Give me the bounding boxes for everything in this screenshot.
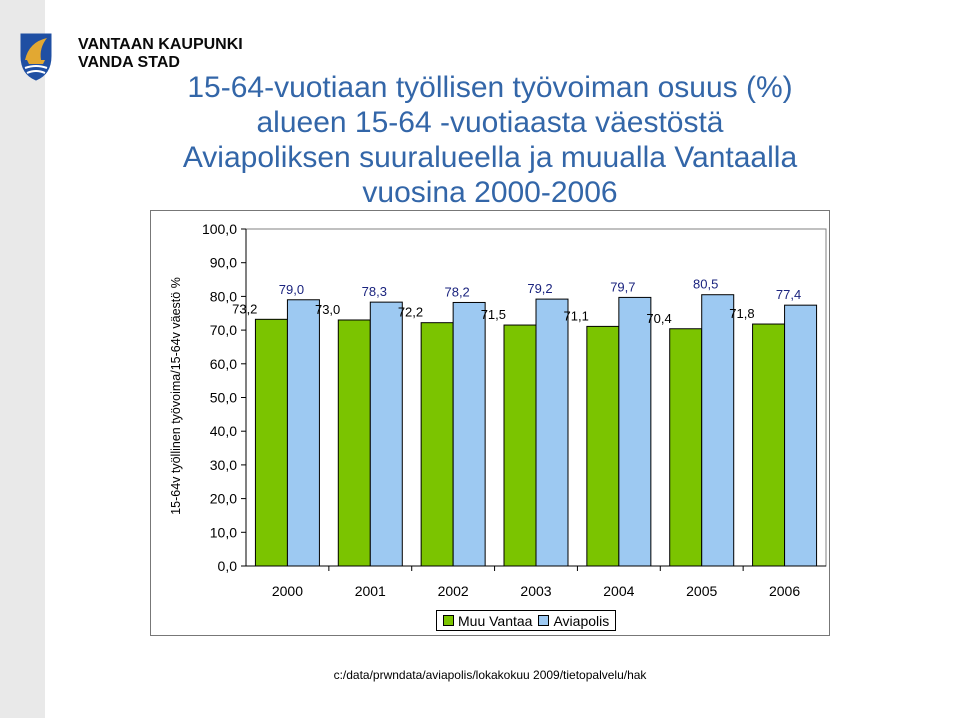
x-tick-label: 2003 <box>520 583 551 599</box>
bar-aviapolis <box>286 299 320 567</box>
data-label-aviapolis: 79,7 <box>610 279 635 294</box>
title-line-4: vuosina 2000-2006 <box>362 176 618 209</box>
legend-label-aviapolis: Aviapolis <box>553 612 610 629</box>
bar-aviapolis <box>618 296 652 567</box>
bar-aviapolis <box>701 294 735 567</box>
y-tick-label: 40,0 <box>210 423 237 439</box>
x-tick-label: 2002 <box>438 583 469 599</box>
y-tick-label: 0,0 <box>218 558 238 574</box>
bar-muu-vantaa <box>420 322 454 567</box>
legend-swatch-aviapolis <box>538 615 550 626</box>
file-path-footer: c:/data/prwndata/aviapolis/lokakokuu 200… <box>333 668 647 682</box>
legend-swatch-muu-vantaa <box>443 615 454 626</box>
bar-aviapolis <box>784 304 818 567</box>
bar-muu-vantaa <box>586 325 620 567</box>
data-label-aviapolis: 80,5 <box>693 277 718 292</box>
bar-muu-vantaa <box>503 324 537 567</box>
bar-muu-vantaa <box>752 323 786 567</box>
bar-aviapolis <box>369 301 403 567</box>
brand-name: VANTAAN KAUPUNKI VANDA STAD <box>78 36 243 72</box>
bar-muu-vantaa <box>669 328 703 567</box>
y-axis-label: 15-64v työllinen työvoima/15-64v väestö … <box>169 277 183 515</box>
data-label-aviapolis: 78,3 <box>362 284 387 299</box>
data-label-aviapolis: 79,0 <box>279 282 304 297</box>
chart-title: 15-64-vuotiaan työllisen työvoiman osuus… <box>120 70 860 210</box>
title-line-2: alueen 15-64 -vuotiaasta väestöstä <box>256 106 724 139</box>
x-tick-label: 2005 <box>686 583 717 599</box>
vantaa-logo-icon <box>20 33 52 81</box>
data-label-muu-vantaa: 73,2 <box>232 301 257 316</box>
y-tick-label: 20,0 <box>210 491 237 507</box>
y-tick-label: 100,0 <box>202 221 237 237</box>
bar-aviapolis <box>535 298 569 567</box>
x-tick-label: 2004 <box>603 583 634 599</box>
data-label-aviapolis: 78,2 <box>444 284 469 299</box>
y-tick-label: 90,0 <box>210 255 237 271</box>
data-label-muu-vantaa: 71,1 <box>564 308 589 323</box>
y-tick-label: 60,0 <box>210 356 237 372</box>
legend-item-aviapolis: Aviapolis <box>538 613 609 629</box>
data-label-muu-vantaa: 71,8 <box>729 306 754 321</box>
left-margin-strip <box>0 0 45 718</box>
data-label-aviapolis: 79,2 <box>527 281 552 296</box>
y-tick-label: 80,0 <box>210 288 237 304</box>
legend-label-muu-vantaa: Muu Vantaa <box>458 612 533 629</box>
bar-muu-vantaa <box>254 318 288 567</box>
data-label-muu-vantaa: 72,2 <box>398 305 423 320</box>
data-label-aviapolis: 77,4 <box>776 287 801 302</box>
data-label-muu-vantaa: 73,0 <box>315 302 340 317</box>
brand-line-2: VANDA STAD <box>78 54 180 71</box>
title-line-1: 15-64-vuotiaan työllisen työvoiman osuus… <box>187 71 793 104</box>
title-line-3: Aviapoliksen suuralueella ja muualla Van… <box>182 141 798 174</box>
brand-line-1: VANTAAN KAUPUNKI <box>78 36 243 53</box>
y-tick-label: 70,0 <box>210 322 237 338</box>
y-tick-label: 50,0 <box>210 390 237 406</box>
bar-aviapolis <box>452 301 486 567</box>
x-tick-label: 2001 <box>355 583 386 599</box>
data-label-muu-vantaa: 71,5 <box>481 307 506 322</box>
legend-item-muu-vantaa: Muu Vantaa <box>443 613 532 629</box>
x-tick-label: 2000 <box>272 583 303 599</box>
legend: Muu Vantaa Aviapolis <box>436 610 617 631</box>
y-tick-label: 10,0 <box>210 524 237 540</box>
data-label-muu-vantaa: 70,4 <box>646 311 671 326</box>
x-tick-label: 2006 <box>769 583 800 599</box>
y-tick-label: 30,0 <box>210 457 237 473</box>
bar-muu-vantaa <box>337 319 371 567</box>
